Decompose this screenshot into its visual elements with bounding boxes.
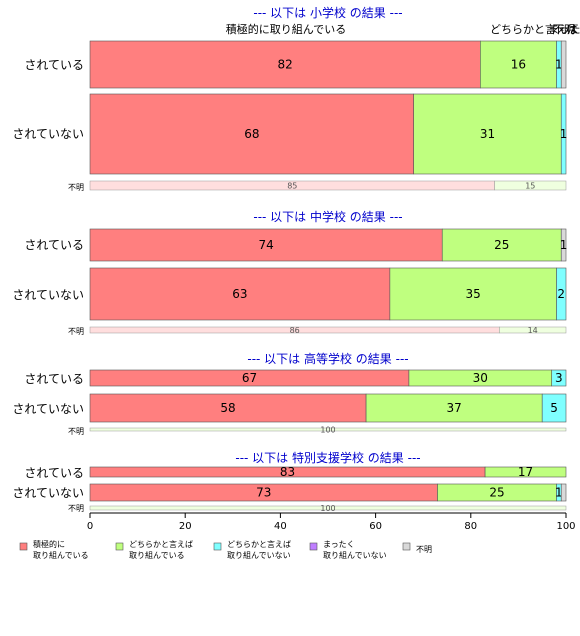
row-label: されている — [24, 238, 84, 252]
data-label: 25 — [494, 238, 509, 252]
data-label: 2 — [557, 287, 565, 301]
data-label: 1 — [560, 127, 568, 141]
data-label: 3 — [555, 371, 563, 385]
panel-header: --- 以下は 特別支援学校 の結果 --- — [235, 450, 420, 465]
legend-swatch — [309, 542, 318, 551]
legend-swatch — [402, 542, 411, 551]
bar-segment — [560, 483, 567, 502]
data-label: 86 — [290, 326, 300, 335]
legend-label: 積極的に — [33, 539, 65, 549]
bar-segment — [389, 267, 557, 321]
legend-swatch — [19, 542, 28, 551]
panel-header: --- 以下は 中学校 の結果 --- — [253, 209, 402, 224]
panel-header: --- 以下は 小学校 の結果 --- — [253, 5, 402, 20]
row-label: されていない — [12, 127, 84, 141]
data-label: 25 — [489, 486, 504, 500]
data-label: 17 — [518, 465, 533, 479]
legend-label: 取り組んでいない — [227, 550, 291, 560]
data-label: 35 — [466, 287, 481, 301]
data-label: 1 — [555, 486, 563, 500]
row-label: されていない — [12, 402, 84, 416]
top-category-label: 積極的に取り組んでいる — [226, 22, 346, 36]
data-label: 37 — [446, 401, 461, 415]
top-category-label: 不明 — [553, 23, 575, 36]
legend-label: 取り組んでいる — [129, 550, 185, 560]
data-label: 74 — [258, 238, 273, 252]
data-label: 30 — [473, 371, 488, 385]
bar-segment — [541, 393, 567, 423]
data-label: 5 — [550, 401, 558, 415]
bar-segment — [89, 40, 481, 89]
data-label: 58 — [220, 401, 235, 415]
bar-segment — [365, 393, 543, 423]
data-label: 31 — [480, 127, 495, 141]
bar-segment — [556, 267, 567, 321]
data-label: 100 — [320, 504, 335, 513]
bar-segment — [441, 228, 562, 262]
bar-segment — [89, 427, 567, 432]
bar-segment — [494, 180, 567, 191]
row-label: されていない — [12, 486, 84, 500]
data-label: 63 — [232, 287, 247, 301]
data-label: 82 — [278, 58, 293, 72]
data-label: 1 — [560, 238, 568, 252]
legend-label: まったく — [323, 540, 355, 549]
bar-segment — [551, 369, 567, 387]
legend-swatch — [115, 542, 124, 551]
x-tick-label: 40 — [274, 521, 287, 532]
bar-segment — [560, 228, 567, 262]
data-label: 14 — [528, 326, 538, 335]
data-label: 67 — [242, 371, 257, 385]
row-label: されていない — [12, 288, 84, 302]
row-label: 不明 — [68, 183, 84, 192]
x-tick-label: 60 — [369, 521, 382, 532]
top-category-label: どちらかと言えば — [490, 23, 578, 36]
legend-swatch — [213, 542, 222, 551]
row-label: 不明 — [68, 504, 84, 513]
row-label: されている — [24, 372, 84, 386]
top-category-label: まったく — [548, 23, 580, 36]
bar-segment — [89, 93, 414, 175]
row-label: 不明 — [68, 427, 84, 436]
data-label: 83 — [280, 465, 295, 479]
legend-label: 取り組んでいる — [33, 550, 89, 560]
x-tick-label: 100 — [556, 521, 575, 532]
bar-segment — [484, 466, 567, 478]
data-label: 73 — [256, 486, 271, 500]
x-tick-label: 80 — [464, 521, 477, 532]
row-label: されている — [24, 466, 84, 480]
data-label: 16 — [511, 58, 526, 72]
bar-segment — [560, 93, 567, 175]
data-label: 85 — [287, 182, 297, 191]
data-label: 1 — [555, 58, 563, 72]
row-label: されている — [24, 58, 84, 72]
row-label: 不明 — [68, 327, 84, 336]
legend-label: どちらかと言えば — [227, 539, 291, 549]
bar-segment — [89, 228, 443, 262]
bar-segment — [499, 326, 567, 334]
legend-label: どちらかと言えば — [129, 539, 193, 549]
panel-header: --- 以下は 高等学校 の結果 --- — [247, 351, 408, 366]
data-label: 100 — [320, 426, 335, 435]
bar-segment — [89, 505, 567, 511]
legend-label: 取り組んでいない — [323, 550, 387, 560]
bar-segment — [89, 267, 391, 321]
legend-label: 不明 — [416, 545, 432, 554]
data-label: 15 — [525, 182, 535, 191]
data-label: 68 — [244, 127, 259, 141]
bar-segment — [560, 40, 567, 89]
x-tick-label: 0 — [87, 521, 93, 532]
x-tick-label: 20 — [179, 521, 192, 532]
